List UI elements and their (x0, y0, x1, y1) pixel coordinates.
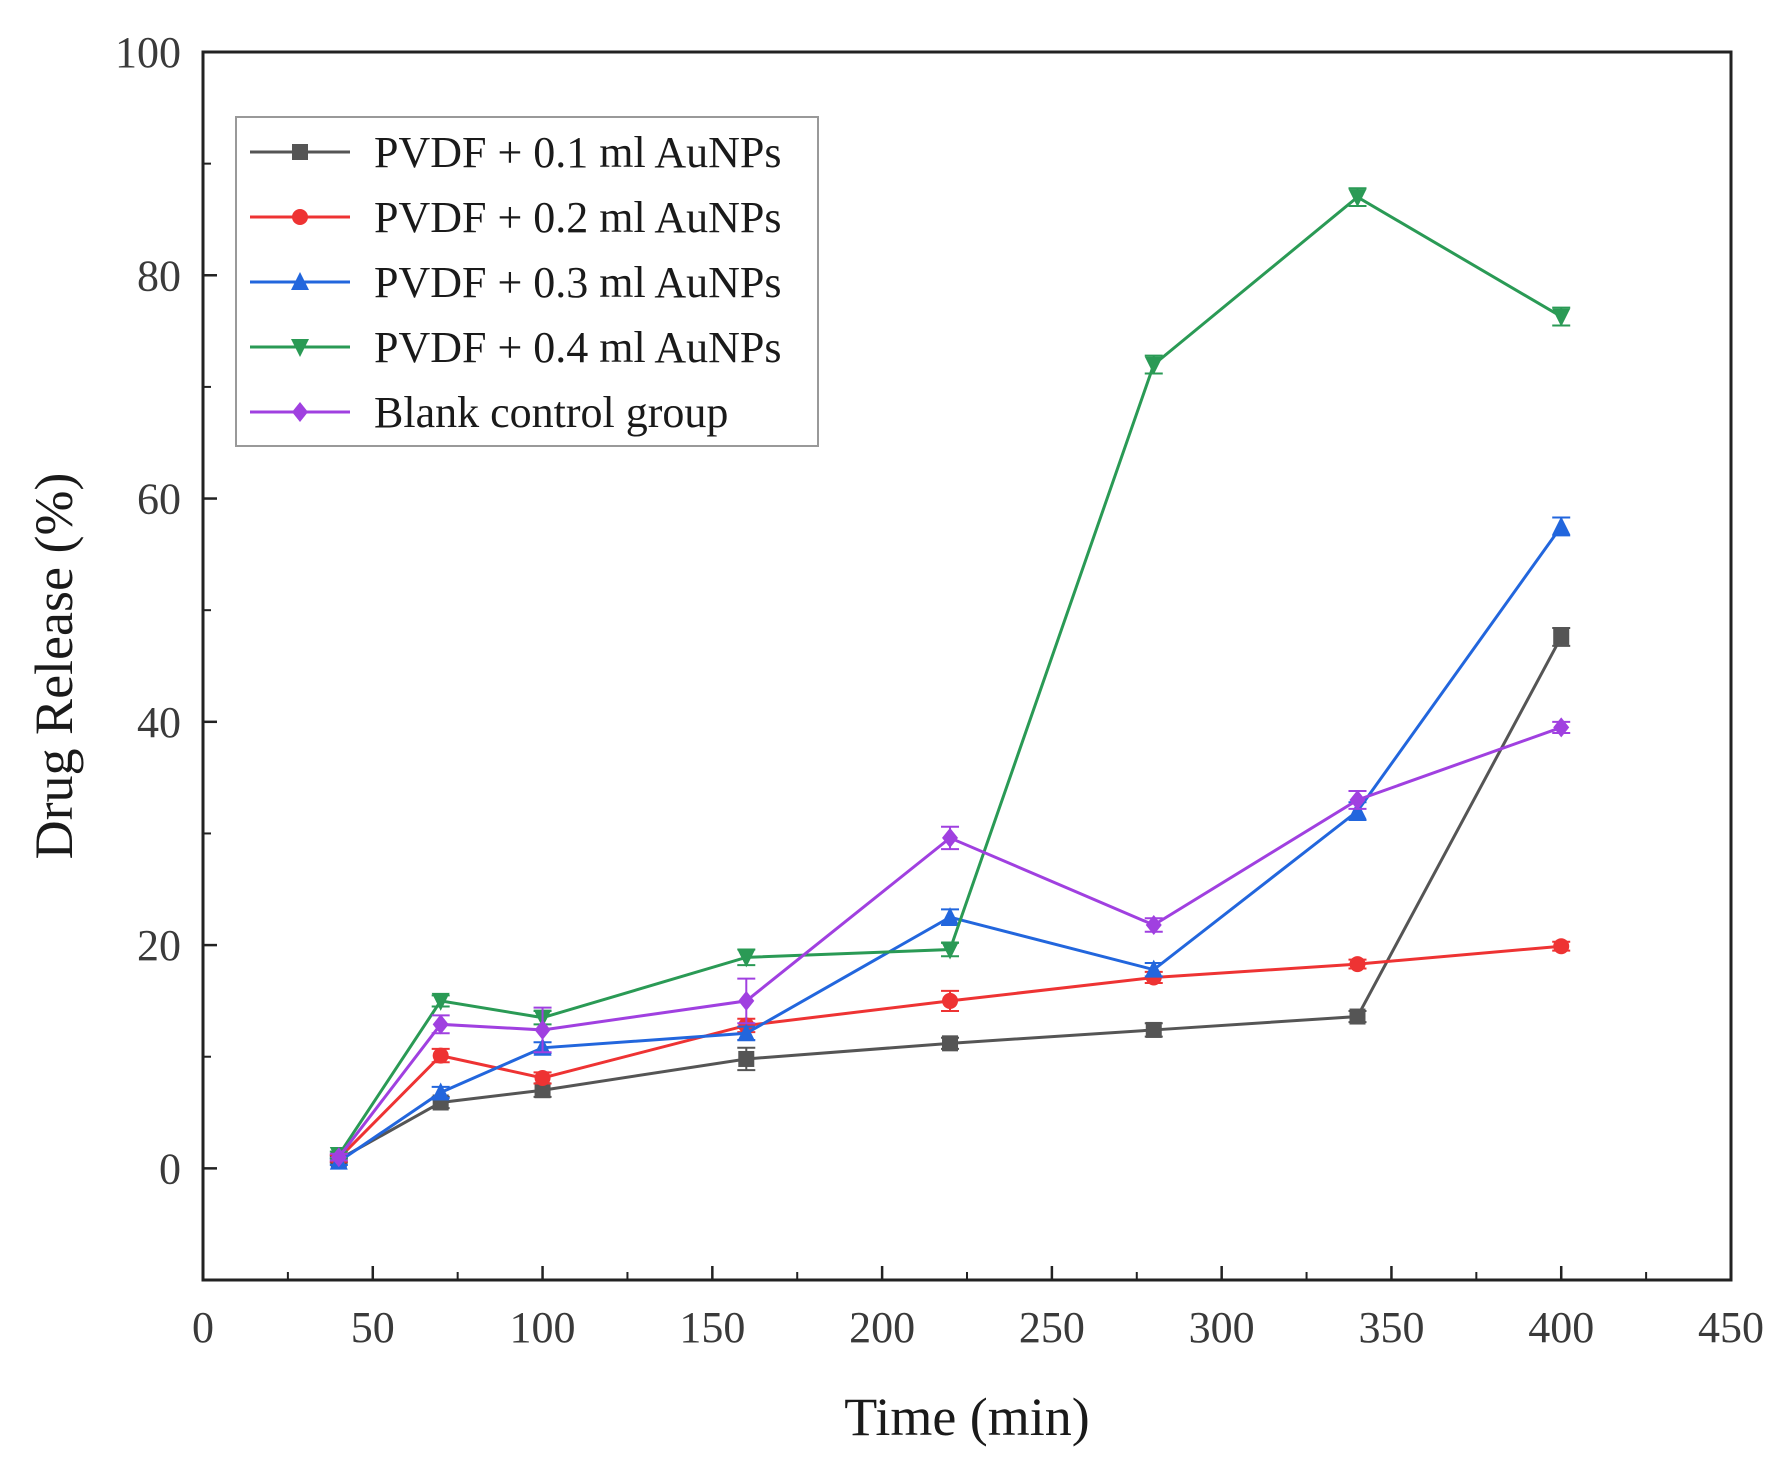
data-point (1145, 914, 1162, 935)
legend-label: PVDF + 0.1 ml AuNPs (374, 128, 781, 177)
legend-label: PVDF + 0.4 ml AuNPs (374, 323, 781, 372)
y-tick-label: 80 (137, 251, 181, 300)
x-tick-label: 100 (510, 1303, 576, 1352)
data-point (942, 992, 959, 1009)
data-point (330, 1147, 347, 1168)
data-point (738, 1050, 755, 1067)
data-point (738, 990, 755, 1011)
data-point (1144, 356, 1163, 375)
legend-marker (291, 339, 309, 357)
data-point (1552, 308, 1571, 327)
data-point (1552, 516, 1571, 535)
legend-label: PVDF + 0.3 ml AuNPs (374, 258, 781, 307)
y-tick-label: 20 (137, 921, 181, 970)
data-point (1553, 938, 1570, 955)
legend: PVDF + 0.1 ml AuNPs PVDF + 0.2 ml AuNPs PV… (235, 116, 819, 447)
series-2 (329, 938, 1571, 1167)
series-1 (329, 627, 1571, 1168)
series-line (337, 525, 1563, 1163)
series-line (337, 944, 1562, 1160)
data-point (534, 1069, 551, 1086)
data-point (1348, 189, 1367, 208)
y-tick-label: 60 (137, 475, 181, 524)
data-point (431, 992, 450, 1011)
y-tick-label: 100 (115, 28, 181, 77)
data-point (1349, 956, 1366, 973)
x-tick-label: 300 (1189, 1303, 1255, 1352)
x-tick-label: 200 (849, 1303, 915, 1352)
y-tick-label: 40 (137, 698, 181, 747)
data-point (534, 1019, 551, 1040)
series-line (337, 195, 1562, 1156)
x-tick-label: 350 (1358, 1303, 1424, 1352)
data-point (1348, 801, 1367, 820)
series-line (337, 725, 1562, 1159)
legend-label: PVDF + 0.2 ml AuNPs (374, 193, 781, 242)
x-tick-label: 400 (1528, 1303, 1594, 1352)
data-point (941, 941, 960, 960)
y-tick-label: 0 (159, 1144, 181, 1193)
data-point (737, 949, 756, 968)
legend-label: Blank control group (374, 388, 728, 437)
series-layer (329, 187, 1571, 1170)
legend-marker (292, 144, 308, 160)
data-point (431, 1082, 450, 1101)
data-point (534, 1082, 551, 1099)
x-axis-title: Time (min) (844, 1387, 1090, 1447)
data-point (1144, 959, 1163, 978)
x-tick-label: 0 (192, 1303, 214, 1352)
data-point (942, 1035, 959, 1052)
data-point (1349, 1008, 1366, 1025)
legend-marker (292, 209, 308, 225)
data-point (1553, 717, 1570, 738)
series-line (338, 636, 1563, 1161)
data-point (432, 1014, 449, 1035)
data-point (941, 907, 960, 926)
series-5 (329, 717, 1571, 1168)
x-tick-label: 150 (679, 1303, 745, 1352)
x-tick-label: 450 (1698, 1303, 1764, 1352)
x-tick-label: 250 (1019, 1303, 1085, 1352)
data-point (1349, 789, 1366, 810)
data-point (1145, 1021, 1162, 1038)
legend-marker (291, 272, 309, 290)
data-point (737, 1023, 756, 1042)
y-axis-title: Drug Release (%) (24, 473, 84, 860)
axis-ticks: 0 50 100 150 200 250 300 350 400 450 0 20 40 60 80 100 (115, 28, 1764, 1352)
legend-marker (292, 402, 308, 422)
data-point (942, 827, 959, 848)
data-point (432, 1047, 449, 1064)
x-tick-label: 50 (351, 1303, 395, 1352)
series-3 (329, 516, 1571, 1170)
data-point (1553, 628, 1570, 645)
